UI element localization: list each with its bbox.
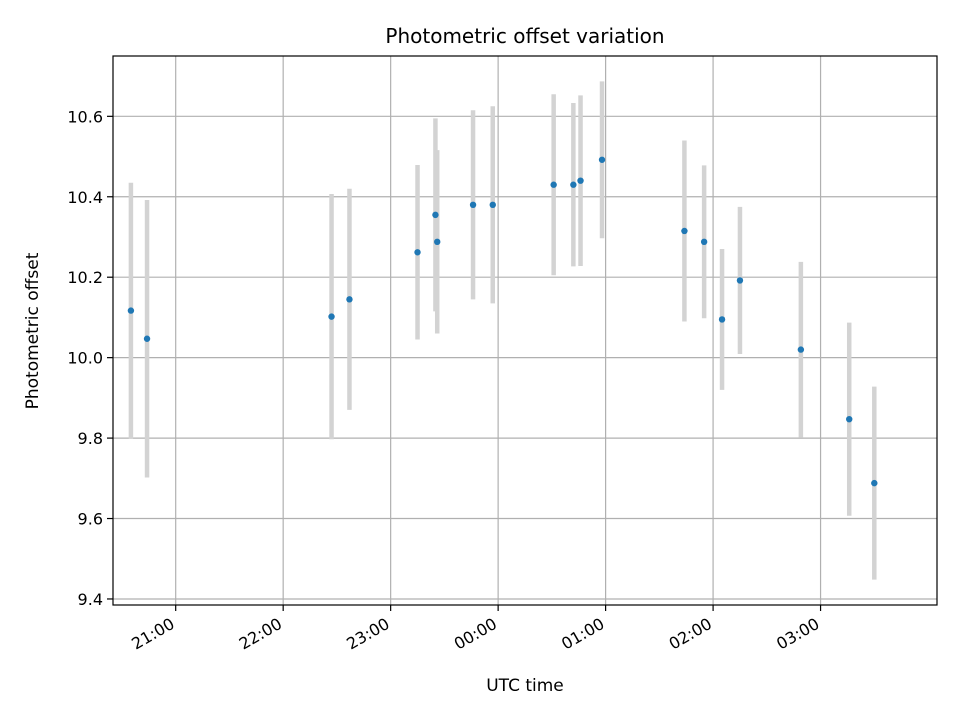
data-point <box>681 227 688 235</box>
data-point <box>577 177 584 184</box>
data-point <box>328 313 335 320</box>
data-point <box>598 156 606 163</box>
y-tick-label: 9.6 <box>78 510 103 529</box>
data-points <box>127 156 878 487</box>
data-point <box>797 346 805 353</box>
y-tick-label: 10.4 <box>67 188 103 207</box>
grid <box>113 56 937 605</box>
data-point <box>346 296 353 303</box>
data-point <box>469 201 477 209</box>
chart-title: Photometric offset variation <box>385 24 664 48</box>
data-point <box>570 181 577 188</box>
data-point <box>434 238 441 246</box>
data-point <box>432 211 439 219</box>
data-point <box>718 316 726 323</box>
data-point <box>414 249 421 256</box>
data-point <box>489 201 496 209</box>
plot-frame <box>112 55 938 606</box>
y-tick-label: 10.0 <box>67 349 103 368</box>
y-tick-label: 10.2 <box>67 268 103 287</box>
data-point <box>846 415 853 423</box>
x-axis-title: UTC time <box>486 676 564 696</box>
y-tick-label: 9.4 <box>78 590 103 609</box>
data-point <box>700 238 708 246</box>
y-tick-label: 9.8 <box>78 429 103 448</box>
data-point <box>143 335 151 342</box>
data-point <box>127 307 135 314</box>
y-axis-ticks: 9.4 9.6 9.8 10.0 10.2 10.4 10.6 <box>67 107 113 609</box>
data-point <box>871 479 878 487</box>
data-point <box>550 181 557 188</box>
y-tick-label: 10.6 <box>67 107 103 126</box>
data-point <box>736 277 744 284</box>
y-axis-title: Photometric offset <box>23 252 43 409</box>
